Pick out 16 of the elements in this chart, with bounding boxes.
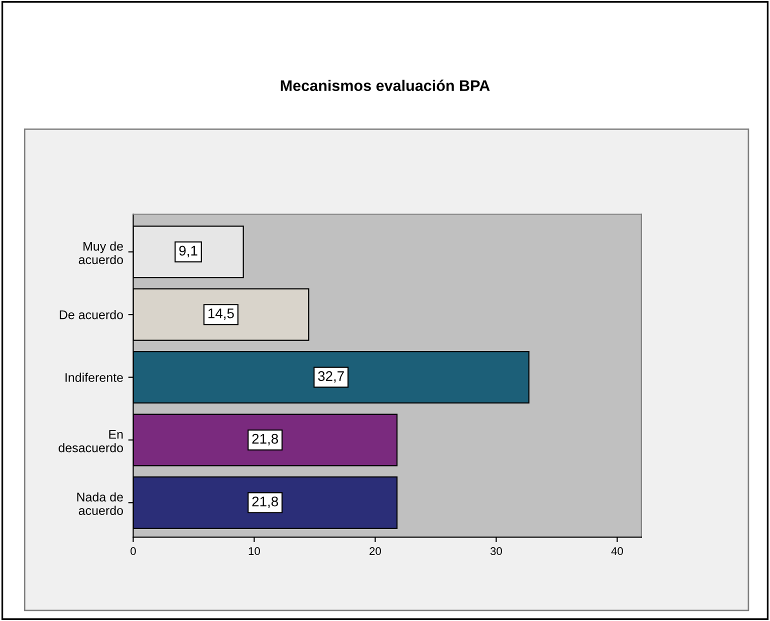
y-tick-label: Muy de acuerdo	[78, 242, 123, 264]
data-label: 21,8	[252, 496, 278, 508]
x-tick-label: 30	[490, 547, 502, 556]
x-tick-label: 40	[611, 547, 623, 556]
x-tick-label: 10	[248, 547, 260, 556]
x-tick-label: 0	[130, 547, 136, 556]
x-tick-label: 20	[370, 547, 381, 556]
data-label: 9,1	[179, 246, 198, 258]
y-tick-label: En desacuerdo	[58, 430, 123, 452]
y-tick-label: Indiferente	[66, 372, 123, 382]
y-tick-label: Nada de acuerdo	[77, 492, 123, 515]
y-tick-label: De acuerdo	[60, 310, 123, 320]
data-label: 32,7	[318, 371, 344, 383]
data-label: 21,8	[252, 434, 278, 446]
chart-title: Mecanismos evaluación BPA	[280, 80, 490, 92]
data-label: 14,5	[208, 308, 234, 320]
